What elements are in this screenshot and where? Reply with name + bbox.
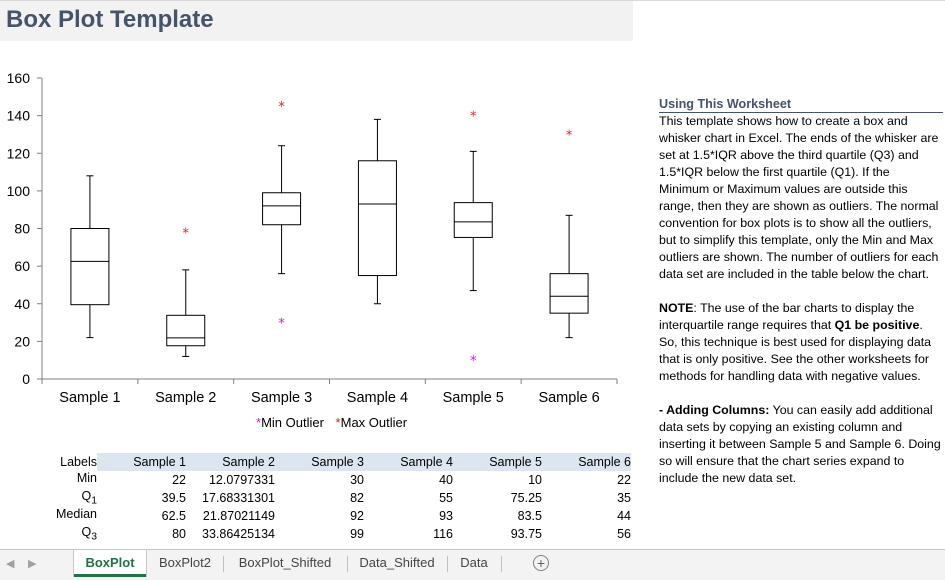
y-tick-label: 40: [14, 296, 30, 312]
tab-boxplot[interactable]: BoxPlot: [74, 550, 146, 577]
table-cell[interactable]: 44: [617, 509, 631, 523]
page-title: Box Plot Template: [6, 6, 214, 33]
table-cell[interactable]: 35: [617, 491, 631, 505]
y-tick-label: 160: [7, 70, 31, 86]
table-cell[interactable]: 10: [528, 473, 542, 487]
stats-table[interactable]: Labels Sample 1 Sample 2 Sample 3 Sample…: [55, 453, 631, 543]
box-plot-chart[interactable]: 0 20 40 60 80 100 120 140 160 Sample 1 Sample 2 Sam…: [0, 60, 630, 410]
table-cell[interactable]: 116: [433, 527, 453, 541]
sheet-tab-bar: ◀ ▶ BoxPlot BoxPlot2 BoxPlot_Shifted Dat…: [0, 549, 945, 580]
table-header-row: Labels Sample 1 Sample 2 Sample 3 Sample…: [55, 453, 631, 471]
x-tick-label: Sample 5: [443, 390, 504, 406]
table-cell[interactable]: 33.86425134: [202, 527, 275, 541]
iqr-box: [70, 228, 110, 306]
x-tick-label: Sample 1: [59, 390, 120, 406]
y-tick-label: 60: [14, 258, 30, 274]
row-label[interactable]: Q3: [81, 525, 97, 543]
iqr-box: [357, 160, 397, 277]
table-header-cell[interactable]: Sample 4: [364, 453, 453, 471]
table-cell[interactable]: 80: [172, 527, 186, 541]
row-label[interactable]: Min: [76, 471, 97, 486]
min-outlier-point: *: [470, 354, 477, 369]
table-header-cell[interactable]: Sample 5: [453, 453, 542, 471]
add-sheet-icon[interactable]: +: [533, 555, 549, 571]
table-row: Q1 39.5 17.68331301 82 55 75.25 35: [55, 489, 631, 507]
table-cell[interactable]: 30: [350, 473, 364, 487]
tab-separator: [501, 556, 502, 572]
max-outlier-marker: *: [335, 415, 341, 430]
tab-boxplot2[interactable]: BoxPlot2: [158, 555, 212, 570]
title-bar: Box Plot Template: [0, 0, 633, 41]
legend-min-label: Min Outlier: [261, 415, 324, 430]
y-tick-label: 0: [22, 371, 30, 387]
table-cell[interactable]: 22: [617, 473, 631, 487]
max-outlier-point: *: [566, 128, 573, 143]
table-cell[interactable]: 93: [439, 509, 453, 523]
table-cell[interactable]: 22: [172, 473, 186, 487]
y-tick-label: 80: [14, 221, 30, 237]
legend-max-label: Max Outlier: [340, 415, 408, 430]
table-header-labels[interactable]: Labels: [60, 455, 97, 469]
table-cell[interactable]: 75.25: [510, 491, 542, 505]
tab-data[interactable]: Data: [460, 555, 488, 570]
y-tick-label: 20: [14, 333, 30, 349]
legend-max-outlier: *Max Outlier: [336, 415, 408, 430]
y-tick-label: 120: [7, 145, 31, 161]
tab-prev-icon[interactable]: ◀: [6, 558, 15, 570]
x-tick-label: Sample 2: [155, 390, 216, 406]
legend-min-outlier: *Min Outlier: [256, 415, 324, 430]
tab-data-shifted[interactable]: Data_Shifted: [359, 555, 435, 570]
table-row: Q3 80 33.86425134 99 116 93.75 56: [55, 525, 631, 543]
table-cell[interactable]: 39.5: [161, 491, 186, 505]
tab-boxplot-shifted[interactable]: BoxPlot_Shifted: [238, 555, 332, 570]
table-cell[interactable]: 62.5: [161, 509, 186, 523]
iqr-box: [453, 202, 493, 238]
table-cell[interactable]: 93.75: [510, 527, 542, 541]
table-header-cell[interactable]: Sample 6: [542, 453, 631, 471]
tab-next-icon[interactable]: ▶: [28, 558, 37, 570]
table-cell[interactable]: 56: [617, 527, 631, 541]
iqr-box: [166, 314, 206, 347]
y-tick-label: 100: [7, 183, 31, 199]
chart-legend: *Min Outlier *Max Outlier: [256, 415, 415, 430]
y-tick-label: 140: [7, 108, 31, 124]
iqr-box: [549, 273, 589, 314]
iqr-box: [262, 192, 302, 226]
notes-paragraph-intro: This template shows how to create a box …: [659, 114, 939, 281]
top-border: [633, 0, 945, 1]
tab-separator: [223, 556, 224, 572]
min-outlier-point: *: [278, 317, 285, 332]
min-outlier-marker: *: [256, 415, 262, 430]
table-cell[interactable]: 99: [350, 527, 364, 541]
table-cell[interactable]: 83.5: [517, 509, 542, 523]
table-cell[interactable]: 21.87021149: [202, 509, 275, 523]
table-header-cell[interactable]: Sample 3: [275, 453, 364, 471]
table-header-cell[interactable]: Sample 2: [186, 453, 275, 471]
row-label[interactable]: Median: [56, 507, 97, 522]
table-cell[interactable]: 55: [439, 491, 453, 505]
table-cell[interactable]: 82: [350, 491, 364, 505]
table-cell[interactable]: 17.68331301: [202, 491, 275, 505]
notes-heading: Using This Worksheet: [659, 96, 943, 113]
table-row: Min 22 12.0797331 30 40 10 22: [55, 471, 631, 489]
x-tick-label: Sample 6: [538, 390, 599, 406]
max-outlier-point: *: [278, 100, 285, 115]
table-cell[interactable]: 92: [350, 509, 364, 523]
notes-paragraph-note: NOTE: The use of the bar charts to displ…: [659, 301, 932, 383]
x-tick-label: Sample 4: [347, 390, 408, 406]
max-outlier-point: *: [470, 110, 477, 125]
notes-paragraph-adding: - Adding Columns: You can easily add add…: [659, 403, 941, 485]
x-tick-label: Sample 3: [251, 390, 312, 406]
tab-separator: [347, 556, 348, 572]
table-row: Median 62.5 21.87021149 92 93 83.5 44: [55, 507, 631, 525]
table-cell[interactable]: 12.0797331: [208, 473, 275, 487]
table-cell[interactable]: 40: [439, 473, 453, 487]
table-header-cell[interactable]: Sample 1: [97, 453, 186, 471]
worksheet-notes: Using This Worksheet This template shows…: [659, 96, 943, 504]
row-label[interactable]: Q1: [81, 489, 97, 507]
tab-separator: [447, 556, 448, 572]
max-outlier-point: *: [183, 226, 190, 241]
